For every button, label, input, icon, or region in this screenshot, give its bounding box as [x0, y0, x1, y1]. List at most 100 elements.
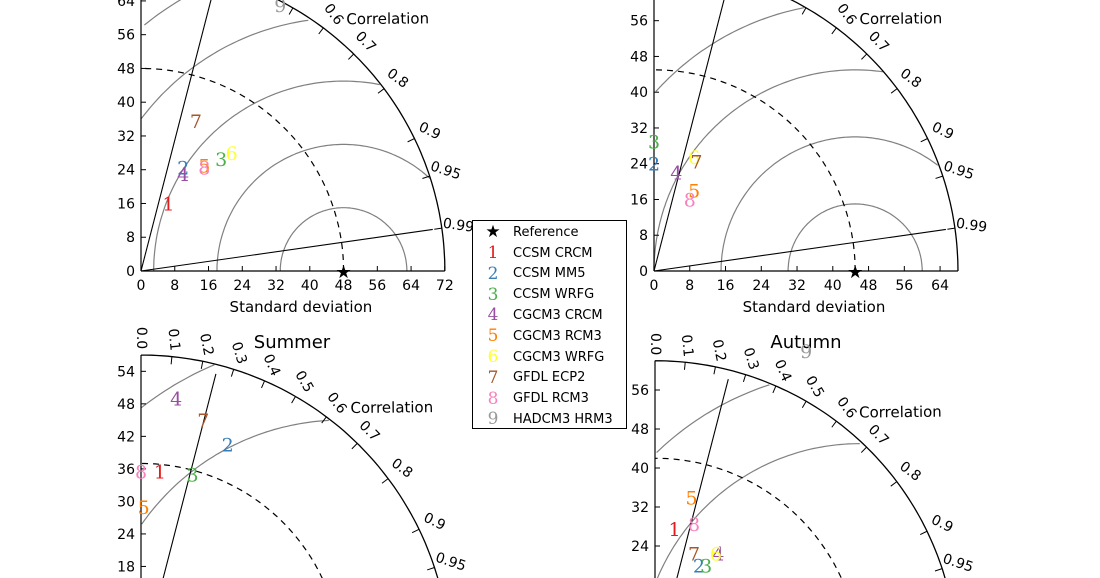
corr-tick-label: 0.9 — [421, 510, 448, 534]
corr-tick-label: 0.0 — [133, 327, 149, 349]
model-point-marker: 7 — [197, 410, 209, 432]
star-icon: ★ — [485, 222, 501, 242]
correlation-axis-label: Correlation — [346, 9, 429, 28]
x-tick-label: 32 — [267, 278, 285, 294]
x-tick-label: 16 — [717, 278, 735, 294]
legend-item: 8 GFDL RCM3 — [473, 389, 589, 409]
corr-tick-label: 0.99 — [955, 216, 988, 236]
x-tick-label: 8 — [170, 278, 179, 294]
x-tick-label: 40 — [301, 278, 319, 294]
y-tick-label: 40 — [631, 461, 649, 477]
corr-tick-label: 0.99 — [442, 216, 475, 236]
model-point-marker: 3 — [215, 149, 227, 171]
model-point-marker: 7 — [690, 151, 702, 173]
x-tick-label: 64 — [931, 278, 949, 294]
model-point-marker: 5 — [686, 487, 698, 509]
y-tick-label: 24 — [631, 539, 649, 555]
legend-marker: 1 — [487, 243, 499, 263]
corr-tick-label: 0.3 — [740, 346, 762, 372]
model-point-marker: 2 — [648, 154, 660, 176]
correlation-axis-label: Correlation — [859, 9, 942, 28]
legend-label: CCSM MM5 — [513, 266, 586, 282]
corr-tick-label: 0.4 — [260, 352, 284, 379]
model-point-marker: 4 — [670, 163, 682, 185]
model-point-marker: 9 — [800, 341, 812, 363]
legend-marker: 2 — [487, 263, 499, 284]
x-tick-label: 48 — [860, 278, 878, 294]
y-tick-label: 0 — [126, 264, 135, 280]
corr-tick-label: 0.95 — [433, 550, 468, 575]
corr-tick-label: 0.5 — [802, 373, 827, 400]
corr-tick-label: 0.6 — [323, 390, 349, 417]
y-tick-label: 40 — [117, 95, 135, 111]
y-tick-label: 8 — [639, 228, 648, 244]
x-tick-label: 48 — [335, 278, 353, 294]
taylor-panel: 0.0 0.1 0.2 0.3 0.40.50.60.70.80.90.95Correl… — [117, 327, 468, 578]
x-tick-label: 24 — [233, 278, 251, 294]
corr-tick-label: 0.95 — [941, 551, 976, 576]
x-tick-label: 32 — [788, 278, 806, 294]
legend-item: 6 CGCM3 WRFG — [473, 347, 605, 367]
x-tick-label: 56 — [368, 278, 386, 294]
legend-marker: 3 — [487, 284, 499, 305]
legend-item: 7 GFDL ECP2 — [473, 368, 586, 388]
legend-item: 2 CCSM MM5 — [473, 263, 586, 284]
legend-label: HADCM3 HRM3 — [513, 411, 613, 427]
x-axis-label: Standard deviation — [743, 298, 886, 316]
y-tick-label: 42 — [117, 429, 135, 445]
y-tick-label: 32 — [630, 121, 648, 137]
model-point-marker: 4 — [177, 164, 189, 186]
legend-marker: 9 — [487, 409, 499, 430]
model-point-marker: 5 — [688, 181, 700, 203]
y-tick-label: 40 — [630, 85, 648, 101]
y-tick-label: 0 — [639, 264, 648, 280]
legend-label: GFDL ECP2 — [513, 370, 586, 386]
x-tick-label: 64 — [402, 278, 420, 294]
reference-star-icon: ★ — [847, 262, 863, 283]
y-tick-label: 16 — [117, 196, 135, 212]
y-tick-label: 48 — [631, 422, 649, 438]
model-point-marker: 8 — [688, 514, 700, 536]
y-tick-label: 24 — [117, 527, 135, 543]
corr-tick-label: 0.0 — [647, 333, 663, 355]
correlation-axis-label: Correlation — [350, 398, 433, 417]
legend-label: GFDL RCM3 — [513, 391, 589, 407]
x-tick-label: 72 — [436, 278, 454, 294]
y-tick-label: 30 — [117, 494, 135, 510]
model-point-marker: 3 — [700, 556, 712, 578]
model-point-marker: 7 — [688, 543, 700, 565]
legend-item: 1 CCSM CRCM — [473, 243, 593, 263]
y-tick-label: 56 — [630, 14, 648, 30]
model-point-marker: 3 — [648, 131, 660, 153]
taylor-panel: 0.60.70.80.90.950.99Correlation081624324… — [117, 0, 475, 316]
model-point-marker: 6 — [688, 147, 700, 169]
y-tick-label: 56 — [117, 28, 135, 44]
x-tick-label: 24 — [752, 278, 770, 294]
corr-tick-label: 0.1 — [165, 328, 183, 352]
taylor-panel: 0.60.70.80.90.950.99Correlation081624324… — [630, 0, 988, 316]
x-tick-label: 40 — [824, 278, 842, 294]
model-point-marker: 2 — [222, 434, 234, 456]
model-point-marker: 8 — [135, 462, 147, 484]
corr-tick-label: 0.5 — [291, 368, 316, 395]
y-tick-label: 36 — [117, 462, 135, 478]
model-point-marker: 5 — [198, 156, 210, 178]
corr-tick-label: 0.95 — [428, 158, 463, 183]
corr-tick-label: 0.2 — [196, 332, 216, 357]
corr-tick-label: 0.8 — [388, 455, 415, 481]
panel-title: Autumn — [770, 332, 841, 353]
y-tick-label: 64 — [117, 0, 135, 10]
legend-label: CGCM3 WRFG — [513, 349, 605, 365]
corr-tick-label: 0.4 — [771, 357, 795, 384]
model-point-marker: 3 — [186, 464, 198, 486]
taylor-panel: 0.0 0.1 0.2 0.3 0.40.50.60.70.80.90.95Correl… — [631, 332, 975, 578]
x-tick-label: 56 — [895, 278, 913, 294]
corr-tick-label: 0.7 — [865, 422, 892, 449]
model-point-marker: 8 — [198, 158, 210, 180]
model-point-marker: 9 — [274, 0, 286, 17]
corr-tick-label: 0.8 — [897, 66, 924, 92]
y-tick-label: 54 — [117, 364, 135, 380]
model-point-marker: 6 — [226, 143, 238, 165]
model-point-marker: 7 — [190, 111, 202, 133]
